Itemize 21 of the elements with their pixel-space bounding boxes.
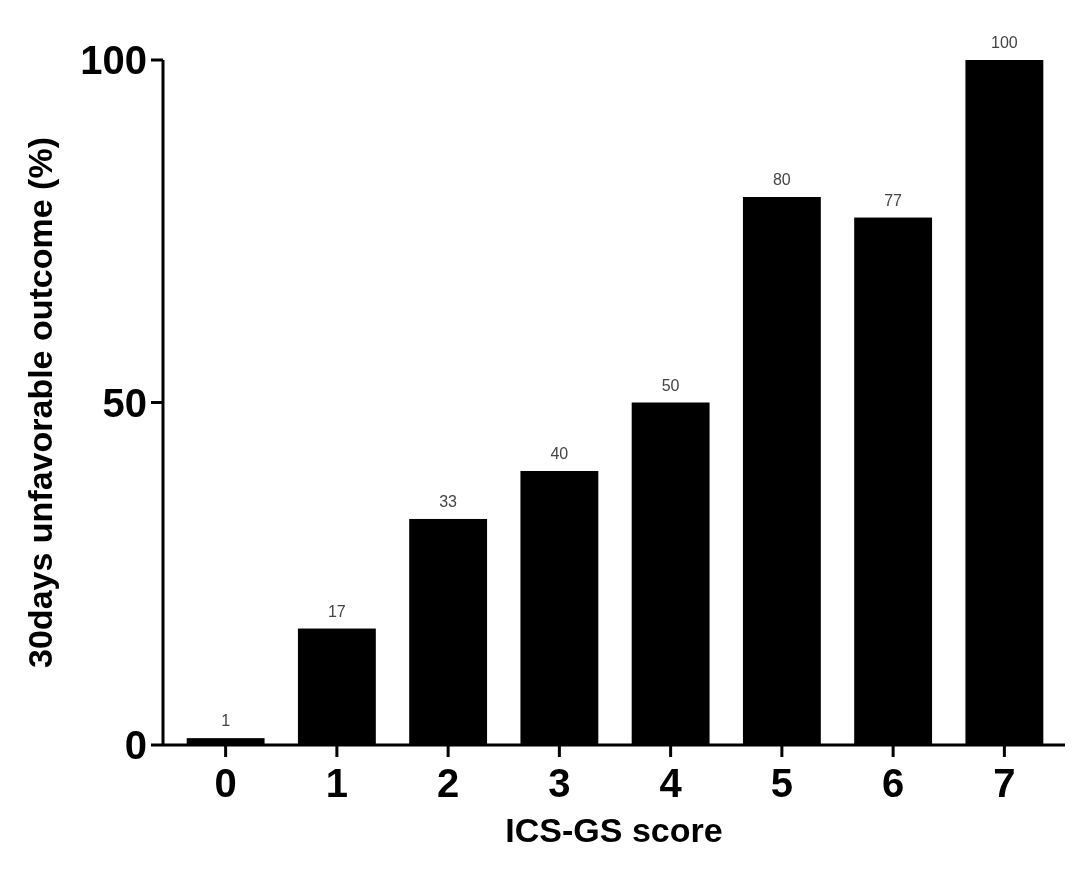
x-tick-label: 2 [437, 761, 460, 805]
x-tick-label: 1 [325, 761, 348, 805]
x-tick-label: 7 [993, 761, 1016, 805]
x-tick-label: 4 [659, 761, 683, 805]
x-tick-label: 5 [770, 761, 793, 805]
data-label: 50 [661, 376, 680, 394]
y-tick-label: 0 [124, 723, 147, 767]
x-axis-title: ICS-GS score [505, 811, 723, 849]
data-label: 100 [991, 34, 1018, 51]
data-label: 1 [221, 712, 231, 730]
y-axis-title: 30days unfavorable outcome (%) [21, 137, 59, 668]
data-label: 17 [327, 602, 346, 620]
x-tick-label: 3 [548, 761, 571, 805]
data-label: 33 [439, 492, 458, 510]
data-label: 40 [550, 445, 569, 462]
data-label: 80 [772, 171, 791, 188]
y-tick-label: 100 [80, 38, 147, 82]
x-tick-label: 6 [882, 761, 905, 805]
y-tick-label: 50 [102, 380, 147, 425]
x-tick-label: 0 [214, 761, 237, 805]
data-label: 77 [884, 191, 903, 209]
